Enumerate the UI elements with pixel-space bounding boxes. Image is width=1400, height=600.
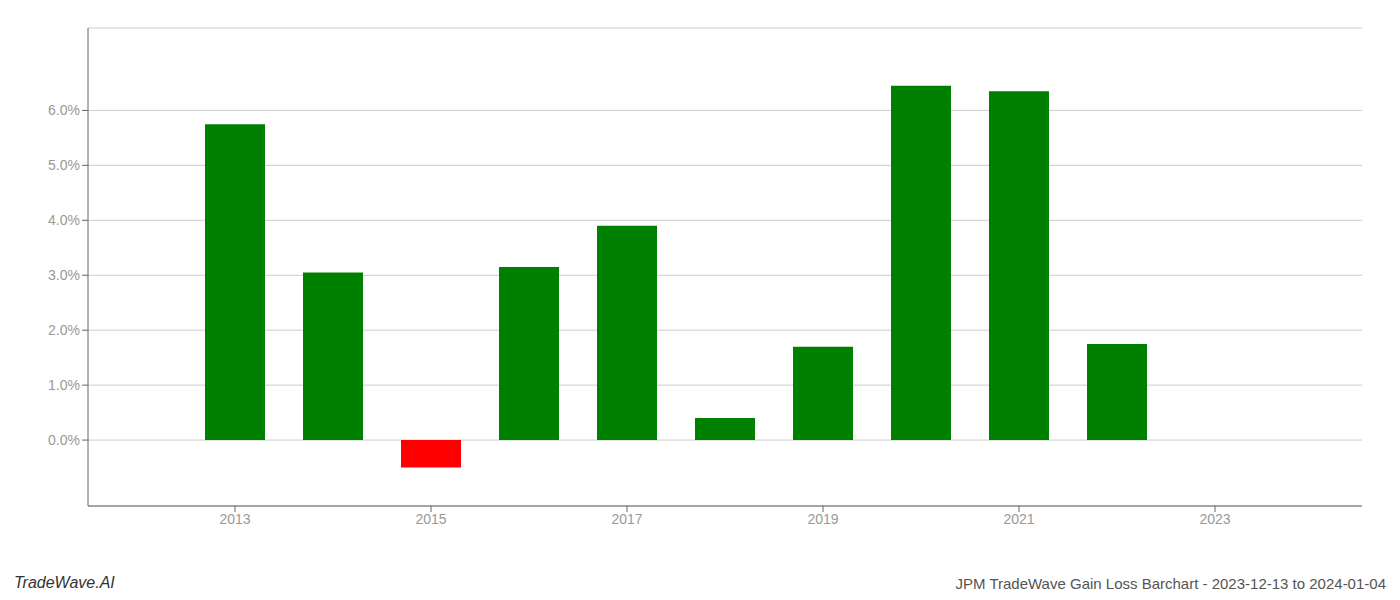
svg-text:5.0%: 5.0% [48, 157, 80, 173]
svg-text:2019: 2019 [807, 511, 838, 527]
svg-text:2021: 2021 [1003, 511, 1034, 527]
html-text:JPM TradeWave Gain Loss Barcha: JPM TradeWave Gain Loss Barchart - 2023-… [955, 575, 1386, 592]
svg-text:1.0%: 1.0% [48, 377, 80, 393]
svg-text:6.0%: 6.0% [48, 102, 80, 118]
svg-text:2023: 2023 [1199, 511, 1230, 527]
svg-text:2013: 2013 [219, 511, 250, 527]
svg-text:2.0%: 2.0% [48, 322, 80, 338]
svg-text:3.0%: 3.0% [48, 267, 80, 283]
svg-text:2017: 2017 [611, 511, 642, 527]
html-text:TradeWave.AI: TradeWave.AI [14, 574, 115, 591]
svg-text:2015: 2015 [415, 511, 446, 527]
svg-text:4.0%: 4.0% [48, 212, 80, 228]
svg-text:0.0%: 0.0% [48, 432, 80, 448]
